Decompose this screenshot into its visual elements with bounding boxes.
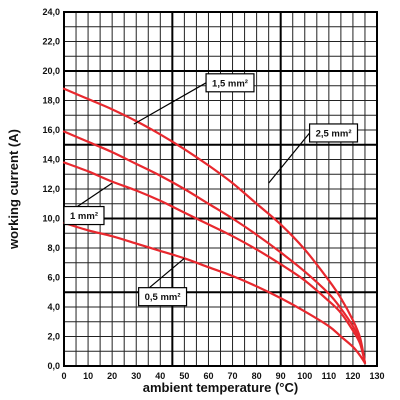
x-tick-label: 10	[83, 371, 93, 381]
plot-border	[63, 11, 378, 367]
x-tick-label: 70	[228, 371, 238, 381]
x-tick-label: 80	[252, 371, 262, 381]
x-tick-labels: 0 10 20 30 40 50 60 70 80 90 100 110 120 130	[61, 371, 384, 381]
x-tick-label: 120	[345, 371, 360, 381]
label-text: 2,5 mm²	[316, 128, 352, 139]
y-tick-label: 6,0	[47, 273, 60, 283]
x-tick-label: 90	[276, 371, 286, 381]
x-tick-label: 100	[297, 371, 312, 381]
label-box	[138, 287, 188, 307]
label-text: 0,5 mm²	[145, 292, 181, 303]
y-axis-title: working current (A)	[6, 129, 21, 250]
y-tick-label: 12,0	[42, 184, 60, 194]
y-tick-label: 2,0	[47, 332, 60, 342]
x-tick-label: 40	[155, 371, 165, 381]
label-box	[308, 123, 359, 143]
series-line	[62, 161, 367, 365]
y-tick-label: 10,0	[42, 214, 60, 224]
x-tick-label: 0	[61, 371, 66, 381]
label-box	[63, 205, 105, 226]
x-tick-label: 30	[131, 371, 141, 381]
y-tick-label: 4,0	[47, 302, 60, 312]
x-tick-label: 110	[322, 371, 337, 381]
label-text: 1 mm²	[70, 211, 98, 222]
y-tick-label: 14,0	[42, 155, 60, 165]
label-box	[205, 73, 255, 93]
series-line	[62, 87, 367, 365]
x-tick-label: 60	[203, 371, 213, 381]
x-tick-label: 50	[179, 371, 189, 381]
label-text: 1,5 mm²	[212, 78, 248, 89]
y-tick-labels: 0,0 2,0 4,0 6,0 8,0 10,0 12,0 14,0 16,0 18,0 20,0 2…	[42, 7, 60, 371]
y-tick-label: 24,0	[42, 7, 60, 17]
y-tick-label: 16,0	[42, 125, 60, 135]
x-tick-label: 130	[369, 371, 384, 381]
series-line	[62, 130, 367, 365]
x-tick-label: 20	[107, 371, 117, 381]
series-line	[62, 221, 367, 365]
y-tick-label: 0,0	[47, 361, 60, 371]
series-layer	[62, 87, 367, 365]
series-label: 1 mm²	[63, 182, 113, 226]
y-tick-label: 20,0	[42, 66, 60, 76]
leader-line	[268, 132, 311, 184]
series-label: 1,5 mm²	[133, 73, 255, 125]
series-labels: 1,5 mm² 2,5 mm² 1 mm² 0,5 mm²	[63, 73, 359, 307]
y-tick-label: 18,0	[42, 96, 60, 106]
x-axis-title: ambient temperature (°C)	[143, 380, 298, 395]
y-tick-label: 22,0	[42, 37, 60, 47]
series-label: 2,5 mm²	[268, 123, 359, 184]
series-label: 0,5 mm²	[138, 257, 188, 307]
leader-line	[133, 82, 207, 125]
major-grid	[63, 11, 378, 367]
y-tick-label: 8,0	[47, 243, 60, 253]
